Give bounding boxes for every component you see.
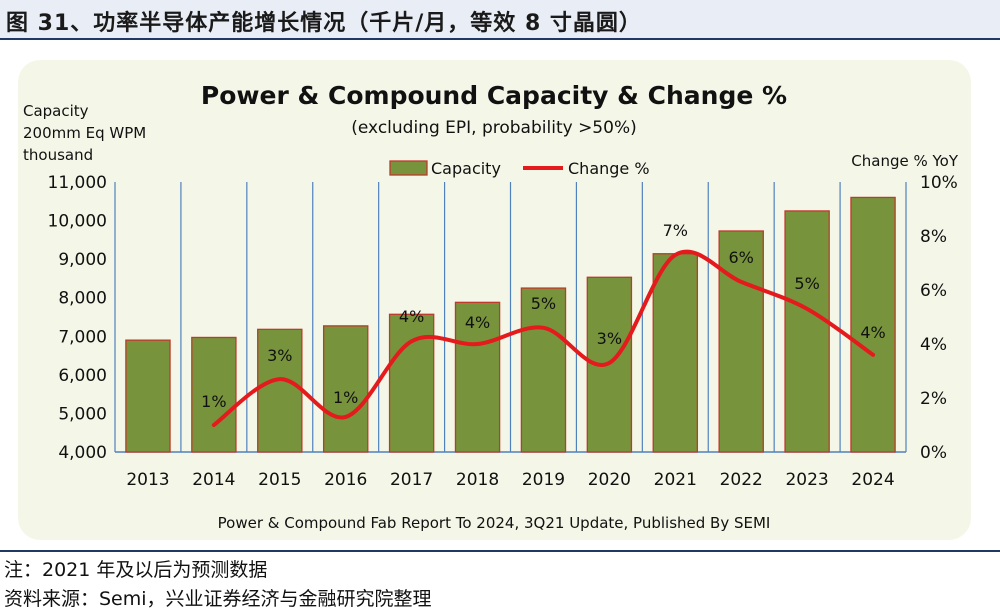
legend-swatch-capacity <box>389 160 428 176</box>
bar <box>652 253 699 453</box>
bar <box>520 287 567 453</box>
x-tick-label: 2016 <box>324 470 367 490</box>
figure-header: 图 31、功率半导体产能增长情况（千片/月，等效 8 寸晶圆） <box>0 0 1000 40</box>
chart-svg: Power & Compound Capacity & Change % (exc… <box>23 81 959 532</box>
x-tick-label: 2015 <box>258 470 301 490</box>
data-label: 4% <box>465 313 490 332</box>
legend-label-change: Change % <box>568 159 650 178</box>
y-tick-label: 10,000 <box>48 212 107 232</box>
figure-caption: 图 31、功率半导体产能增长情况（千片/月，等效 8 寸晶圆） <box>6 11 642 36</box>
y2-tick-label: 0% <box>920 443 947 463</box>
data-label: 3% <box>267 346 292 365</box>
y-axis-label-line: 200mm Eq WPM <box>23 124 146 142</box>
y-tick-label: 7,000 <box>58 327 107 347</box>
y-axis-label-line: thousand <box>23 146 93 164</box>
bar <box>388 313 435 453</box>
x-tick-label: 2022 <box>720 470 763 490</box>
x-tick-label: 2014 <box>192 470 235 490</box>
data-label: 4% <box>860 323 885 342</box>
chart-title: Power & Compound Capacity & Change % <box>201 81 787 110</box>
y2-axis-label: Change % YoY <box>851 152 959 170</box>
x-tick-label: 2019 <box>522 470 565 490</box>
bar <box>191 336 237 453</box>
y-tick-label: 4,000 <box>58 443 107 463</box>
y2-tick-label: 8% <box>920 227 947 247</box>
y2-tick-label: 2% <box>920 389 947 409</box>
y-axis-label-line: Capacity <box>23 102 89 120</box>
x-tick-label: 2017 <box>390 470 433 490</box>
data-label: 3% <box>597 329 622 348</box>
bar <box>125 339 171 453</box>
footer-divider <box>0 550 1000 552</box>
bar <box>454 301 501 453</box>
data-label: 7% <box>663 221 688 240</box>
y-tick-label: 11,000 <box>48 173 107 193</box>
bar <box>784 210 830 453</box>
y2-tick-label: 6% <box>920 281 947 301</box>
y-tick-label: 8,000 <box>58 289 107 309</box>
legend-label-capacity: Capacity <box>431 159 501 178</box>
y2-tick-label: 10% <box>920 173 958 193</box>
x-tick-label: 2013 <box>126 470 169 490</box>
data-label: 1% <box>333 388 358 407</box>
chart-footer: Power & Compound Fab Report To 2024, 3Q2… <box>218 514 771 532</box>
data-label: 5% <box>531 294 556 313</box>
bar <box>850 196 896 453</box>
source-note: 资料来源：Semi，兴业证券经济与金融研究院整理 <box>4 588 432 610</box>
data-label: 5% <box>794 274 819 293</box>
x-tick-label: 2018 <box>456 470 499 490</box>
y2-tick-label: 4% <box>920 335 947 355</box>
x-tick-label: 2023 <box>785 470 828 490</box>
bar <box>322 325 369 453</box>
data-label: 4% <box>399 307 424 326</box>
data-label: 6% <box>729 248 754 267</box>
chart-panel: Power & Compound Capacity & Change % (exc… <box>18 60 971 540</box>
forecast-note: 注：2021 年及以后为预测数据 <box>4 559 268 581</box>
y-tick-label: 9,000 <box>58 250 107 270</box>
y-tick-label: 5,000 <box>58 404 107 424</box>
x-tick-label: 2021 <box>654 470 697 490</box>
y-tick-label: 6,000 <box>58 366 107 386</box>
bar <box>718 230 764 453</box>
x-tick-label: 2024 <box>851 470 894 490</box>
change-line <box>211 249 876 427</box>
data-label: 1% <box>201 392 226 411</box>
x-tick-label: 2020 <box>588 470 631 490</box>
chart-subtitle: (excluding EPI, probability >50%) <box>351 118 636 138</box>
